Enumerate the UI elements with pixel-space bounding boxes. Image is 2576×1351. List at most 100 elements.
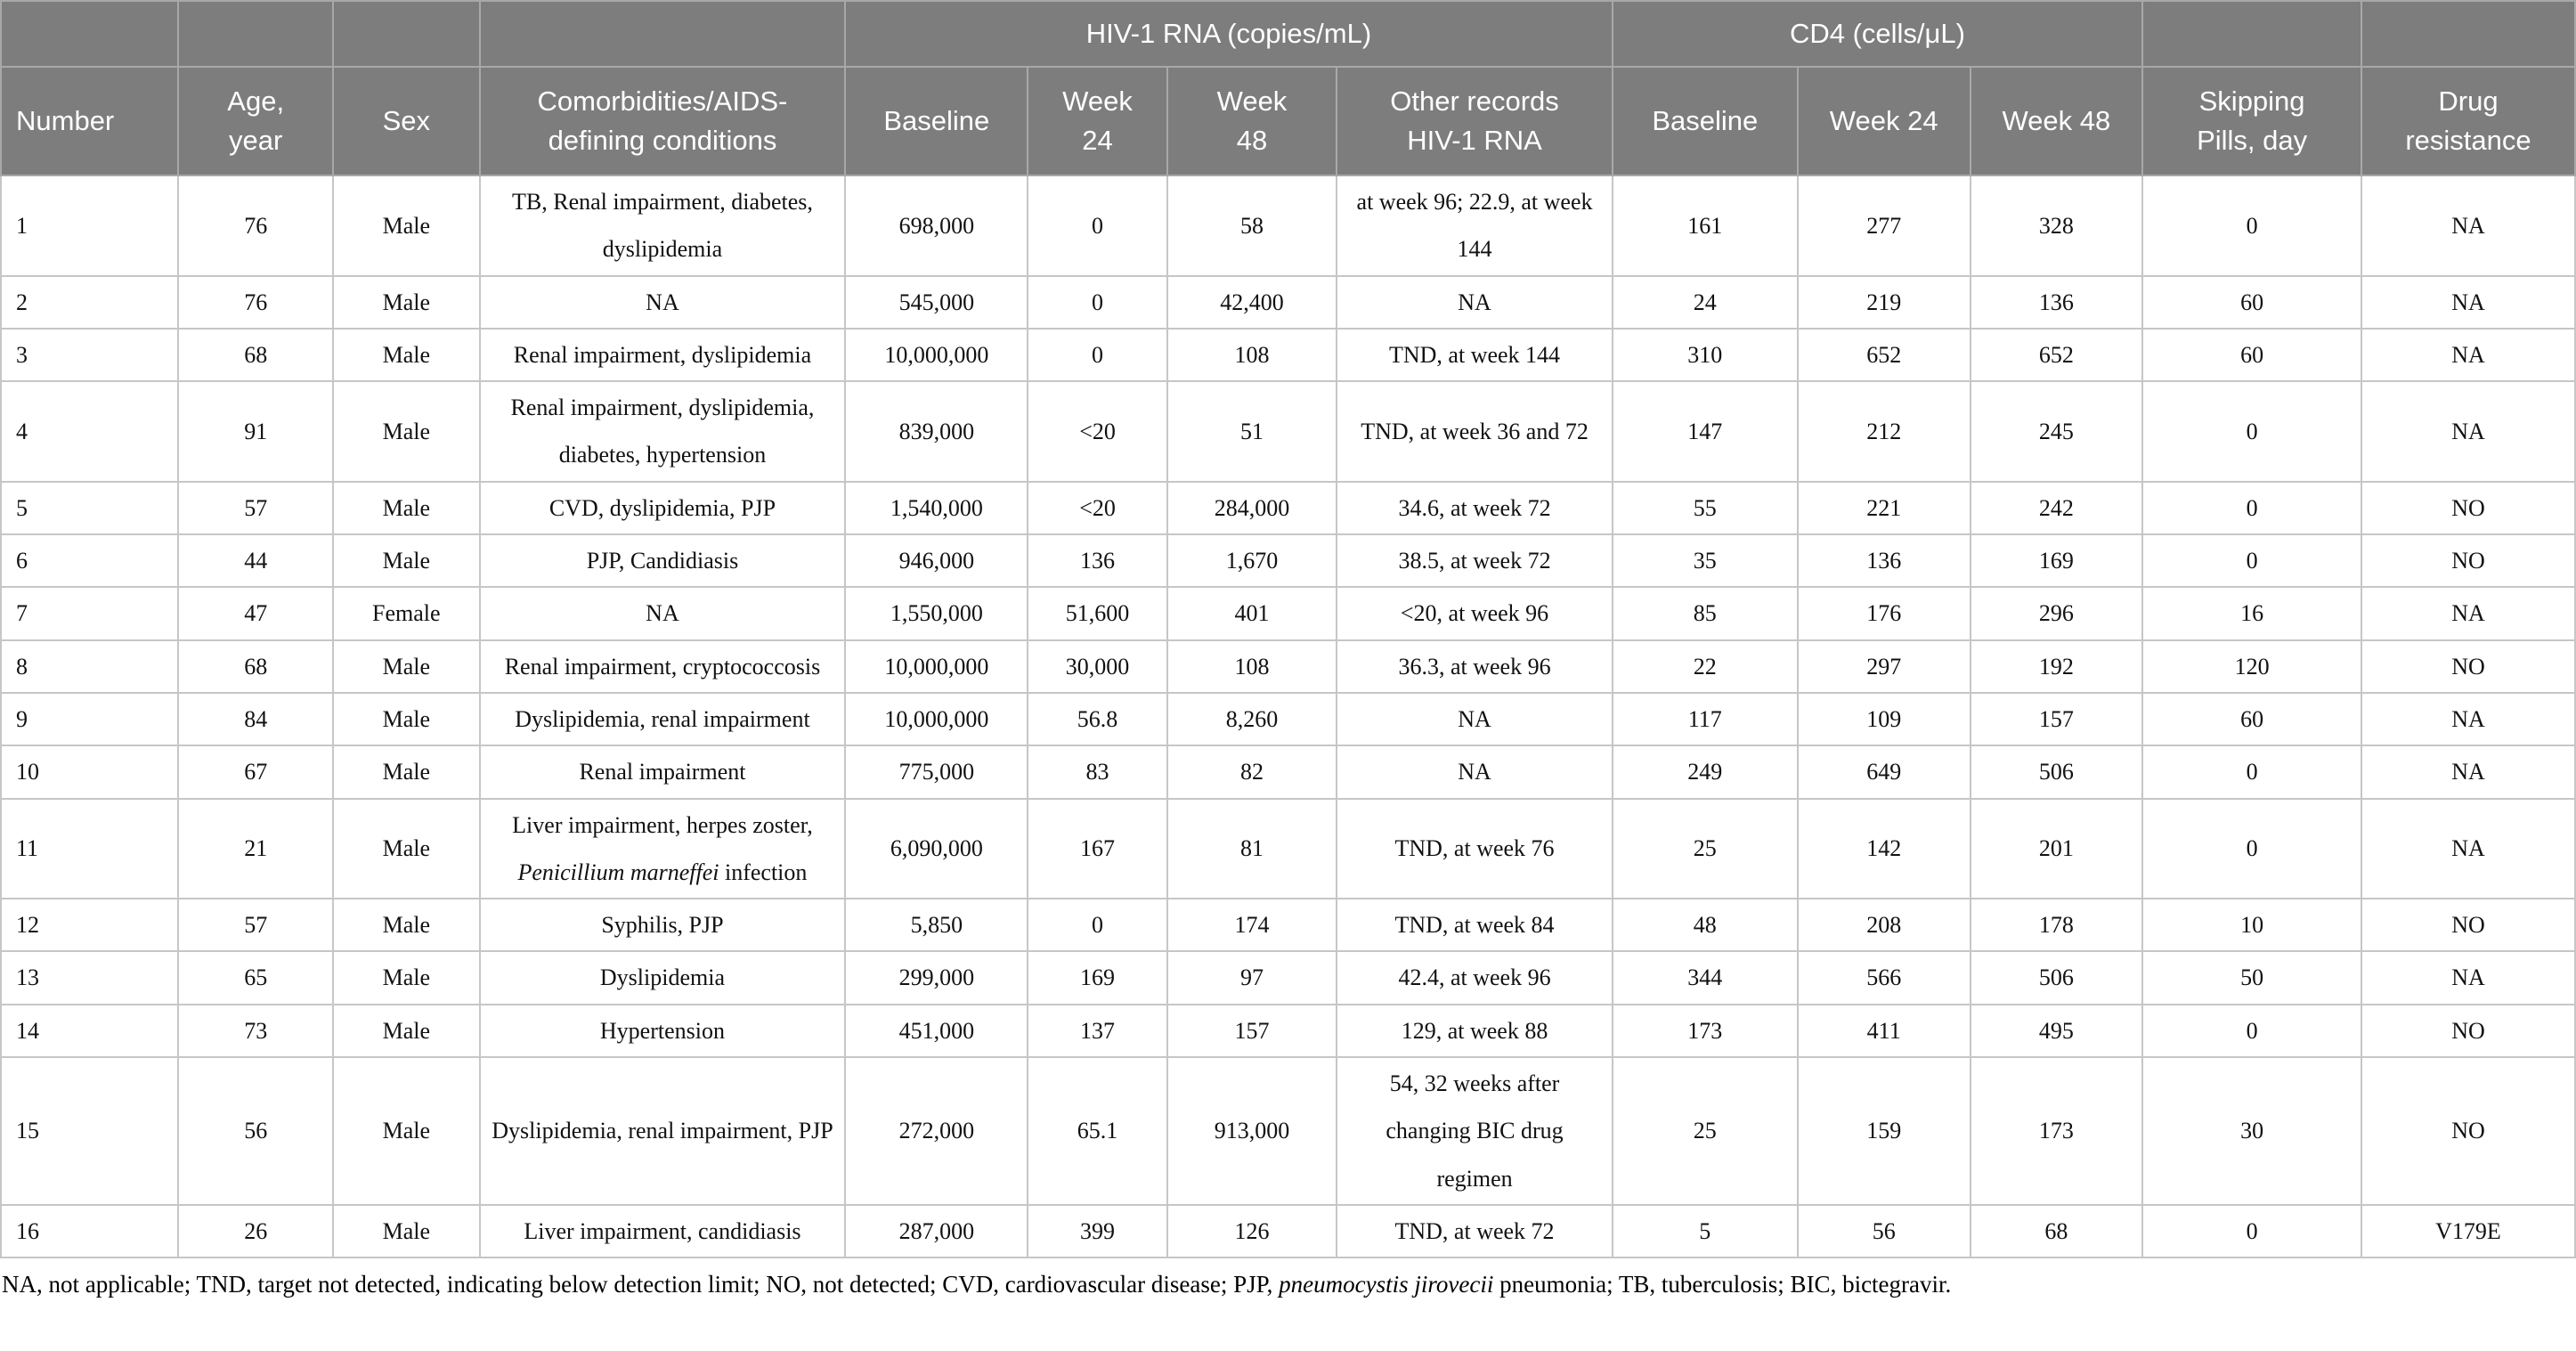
body-cell: 7	[0, 586, 180, 641]
body-cell: NA	[2360, 950, 2576, 1005]
body-cell: NA	[1336, 691, 1613, 747]
body-cell: 8	[0, 639, 180, 694]
body-cell: 50	[2141, 950, 2362, 1005]
body-cell: TND, at week 84	[1336, 898, 1613, 953]
body-cell: 212	[1796, 380, 1971, 483]
body-cell: 67	[177, 745, 334, 800]
body-cell: 401	[1166, 586, 1338, 641]
body-cell: 16	[2141, 586, 2362, 641]
body-cell: Renal impairment, cryptococcosis	[478, 639, 847, 694]
table-row: 4 91 Male Renal impairment, dyslipidemia, d…	[0, 380, 2576, 483]
body-cell: 167	[1027, 797, 1168, 900]
body-cell: 47	[177, 586, 334, 641]
body-cell: 169	[1969, 533, 2144, 589]
body-cell: 176	[1796, 586, 1971, 641]
body-cell: 0	[2141, 1203, 2362, 1259]
header-col-row: Number Age, year Sex Comorbidities/AIDS- de…	[0, 66, 2576, 176]
body-cell: 56	[1796, 1203, 1971, 1259]
body-cell: 117	[1611, 691, 1799, 747]
body-cell: Male	[331, 797, 481, 900]
body-cell: 506	[1969, 950, 2144, 1005]
body-cell: 81	[1166, 797, 1338, 900]
body-cell: 10,000,000	[844, 691, 1029, 747]
body-cell: 136	[1969, 274, 2144, 330]
header-group-row: HIV-1 RNA (copies/mL) CD4 (cells/μL)	[0, 0, 2576, 68]
body-cell: 13	[0, 950, 180, 1005]
body-cell: 174	[1166, 898, 1338, 953]
body-cell: at week 96; 22.9, at week 144	[1336, 175, 1613, 277]
header-cell: Other records HIV-1 RNA	[1336, 66, 1613, 176]
body-cell: 249	[1611, 745, 1799, 800]
body-cell: TND, at week 76	[1336, 797, 1613, 900]
body-cell: 495	[1969, 1003, 2144, 1059]
body-cell: Male	[331, 380, 481, 483]
body-cell: 36.3, at week 96	[1336, 639, 1613, 694]
body-cell: 136	[1027, 533, 1168, 589]
body-cell: 68	[177, 327, 334, 383]
body-cell: NA	[2360, 745, 2576, 800]
body-cell: 10,000,000	[844, 639, 1029, 694]
body-cell: NA	[2360, 327, 2576, 383]
body-cell: 44	[177, 533, 334, 589]
body-cell: 652	[1969, 327, 2144, 383]
body-cell: 60	[2141, 274, 2362, 330]
body-cell: 35	[1611, 533, 1799, 589]
body-cell: 272,000	[844, 1056, 1029, 1206]
body-cell: 0	[2141, 175, 2362, 277]
body-cell: 58	[1166, 175, 1338, 277]
body-cell: 60	[2141, 327, 2362, 383]
header-group-cell-empty	[177, 0, 334, 68]
body-cell: 11	[0, 797, 180, 900]
header-cell: Week 48	[1969, 66, 2144, 176]
body-cell: NO	[2360, 639, 2576, 694]
body-cell: 299,000	[844, 950, 1029, 1005]
body-cell: 698,000	[844, 175, 1029, 277]
body-cell: Dyslipidemia, renal impairment	[478, 691, 847, 747]
body-cell: 0	[2141, 797, 2362, 900]
body-cell: 506	[1969, 745, 2144, 800]
body-cell: NA	[478, 586, 847, 641]
body-cell: 3	[0, 327, 180, 383]
body-cell: 9	[0, 691, 180, 747]
body-cell: 16	[0, 1203, 180, 1259]
body-cell: 0	[1027, 898, 1168, 953]
body-cell: 91	[177, 380, 334, 483]
body-cell: Male	[331, 480, 481, 536]
body-cell: NO	[2360, 898, 2576, 953]
body-cell: 147	[1611, 380, 1799, 483]
body-cell: Male	[331, 1003, 481, 1059]
body-cell: 60	[2141, 691, 2362, 747]
body-cell: 296	[1969, 586, 2144, 641]
body-cell: 51,600	[1027, 586, 1168, 641]
body-cell: Male	[331, 533, 481, 589]
body-cell: 126	[1166, 1203, 1338, 1259]
table-row: 11 21 Male Liver impairment, herpes zoster,…	[0, 797, 2576, 900]
header-cell: Comorbidities/AIDS- defining conditions	[478, 66, 847, 176]
body-cell: 5	[1611, 1203, 1799, 1259]
body-cell: 1	[0, 175, 180, 277]
table-row: 13 65 Male Dyslipidemia 299,000 169 97 42.4, at…	[0, 950, 2576, 1005]
body-cell: Female	[331, 586, 481, 641]
body-cell: 0	[1027, 327, 1168, 383]
body-cell: 22	[1611, 639, 1799, 694]
body-cell: 839,000	[844, 380, 1029, 483]
body-cell: 68	[1969, 1203, 2144, 1259]
body-cell: Male	[331, 175, 481, 277]
header-group-cell-empty	[2360, 0, 2576, 68]
body-cell: 6,090,000	[844, 797, 1029, 900]
body-cell: 284,000	[1166, 480, 1338, 536]
body-cell: 157	[1969, 691, 2144, 747]
body-cell: 10	[0, 745, 180, 800]
header-cell: Drug resistance	[2360, 66, 2576, 176]
body-cell: 57	[177, 898, 334, 953]
table-row: 9 84 Male Dyslipidemia, renal impairment 10,…	[0, 691, 2576, 747]
body-cell: 310	[1611, 327, 1799, 383]
body-cell: 25	[1611, 797, 1799, 900]
body-cell: 566	[1796, 950, 1971, 1005]
body-cell: 14	[0, 1003, 180, 1059]
header-cell: Sex	[331, 66, 481, 176]
body-cell: <20	[1027, 480, 1168, 536]
body-cell: 10	[2141, 898, 2362, 953]
table-row: 8 68 Male Renal impairment, cryptococcosis 1…	[0, 639, 2576, 694]
